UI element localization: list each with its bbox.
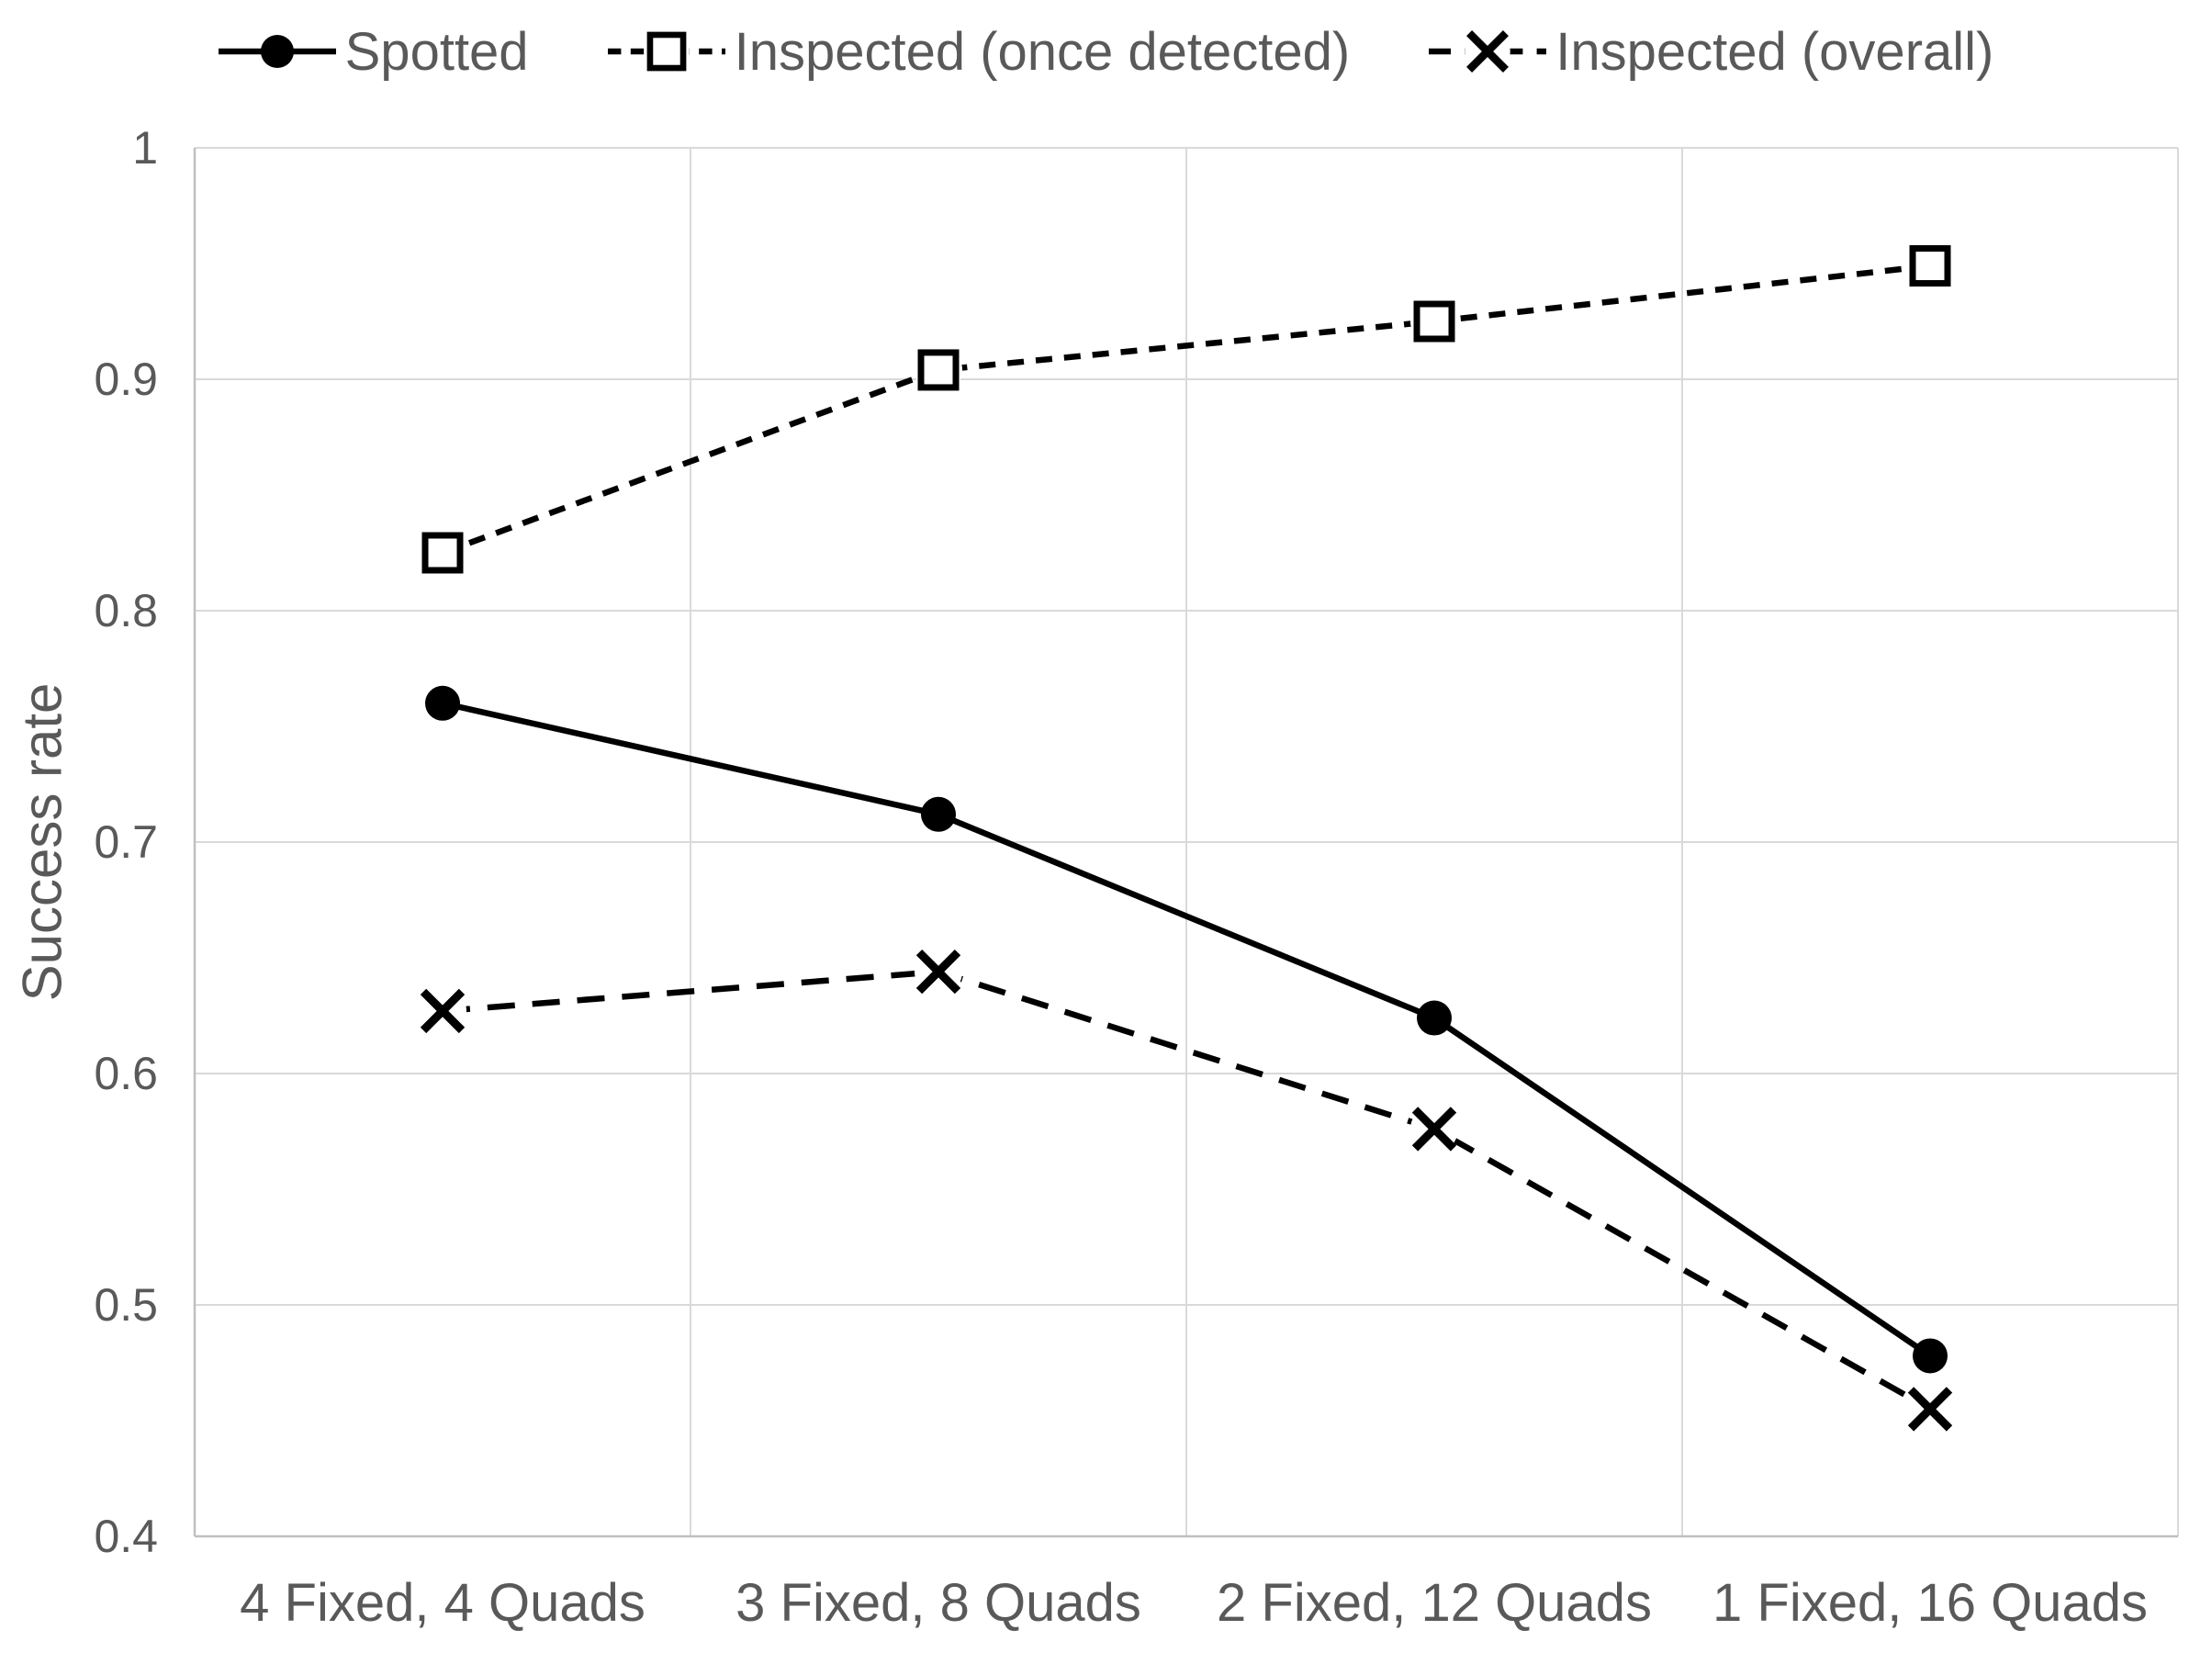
x-category-label: 3 Fixed, 8 Quads	[735, 1573, 1141, 1633]
square-marker-icon	[421, 532, 464, 574]
legend-label-inspected-once-detected: Inspected (once detected)	[734, 21, 1351, 82]
series-line	[442, 968, 1932, 1412]
square-marker-icon	[1413, 300, 1455, 343]
axes	[193, 148, 2178, 1538]
y-tick-label: 0.8	[94, 585, 158, 636]
legend-swatch-spotted-icon	[218, 34, 336, 69]
circle-marker-icon	[260, 34, 294, 69]
y-tick-label: 0.4	[94, 1511, 158, 1562]
x-category-label: 1 Fixed, 16 Quads	[1712, 1573, 2148, 1633]
square-marker-icon	[646, 31, 686, 72]
y-tick-label: 0.7	[94, 816, 158, 868]
y-tick-label: 0.6	[94, 1048, 158, 1099]
legend-item-inspected-once-detected: Inspected (once detected)	[607, 21, 1351, 83]
x-marker-icon	[915, 949, 961, 995]
legend-item-spotted: Spotted	[218, 21, 529, 83]
circle-marker-icon	[425, 685, 460, 721]
y-tick-label: 0.5	[94, 1279, 158, 1331]
series-line	[442, 700, 1932, 1359]
legend-label-inspected-overall: Inspected (overall)	[1555, 21, 1994, 82]
x-marker-icon	[1411, 1107, 1457, 1152]
x-marker-icon	[1466, 30, 1510, 73]
legend-swatch-inspected-overall-icon	[1429, 28, 1547, 74]
x-category-label: 4 Fixed, 4 Quads	[240, 1573, 646, 1633]
square-marker-icon	[917, 349, 960, 391]
circle-marker-icon	[921, 796, 956, 832]
x-category-label: 2 Fixed, 12 Quads	[1217, 1573, 1652, 1633]
series-spotted	[425, 685, 1948, 1374]
legend-swatch-inspected-once-detected-icon	[607, 28, 725, 74]
circle-marker-icon	[1913, 1338, 1948, 1374]
series-inspected-once-detected	[419, 242, 1954, 577]
legend-label-spotted: Spotted	[344, 21, 529, 82]
y-tick-label: 1	[132, 122, 158, 174]
circle-marker-icon	[1417, 1000, 1452, 1036]
legend: Spotted Inspected (once detected) Inspec…	[0, 7, 2212, 96]
series-inspected-overall	[419, 948, 1954, 1433]
y-tick-label: 0.9	[94, 354, 158, 405]
series-line	[441, 263, 1931, 556]
gridlines	[194, 147, 2179, 1537]
x-marker-icon	[1907, 1387, 1953, 1432]
legend-item-inspected-overall: Inspected (overall)	[1429, 21, 1993, 83]
square-marker-icon	[1909, 245, 1951, 287]
x-marker-icon	[420, 988, 466, 1034]
